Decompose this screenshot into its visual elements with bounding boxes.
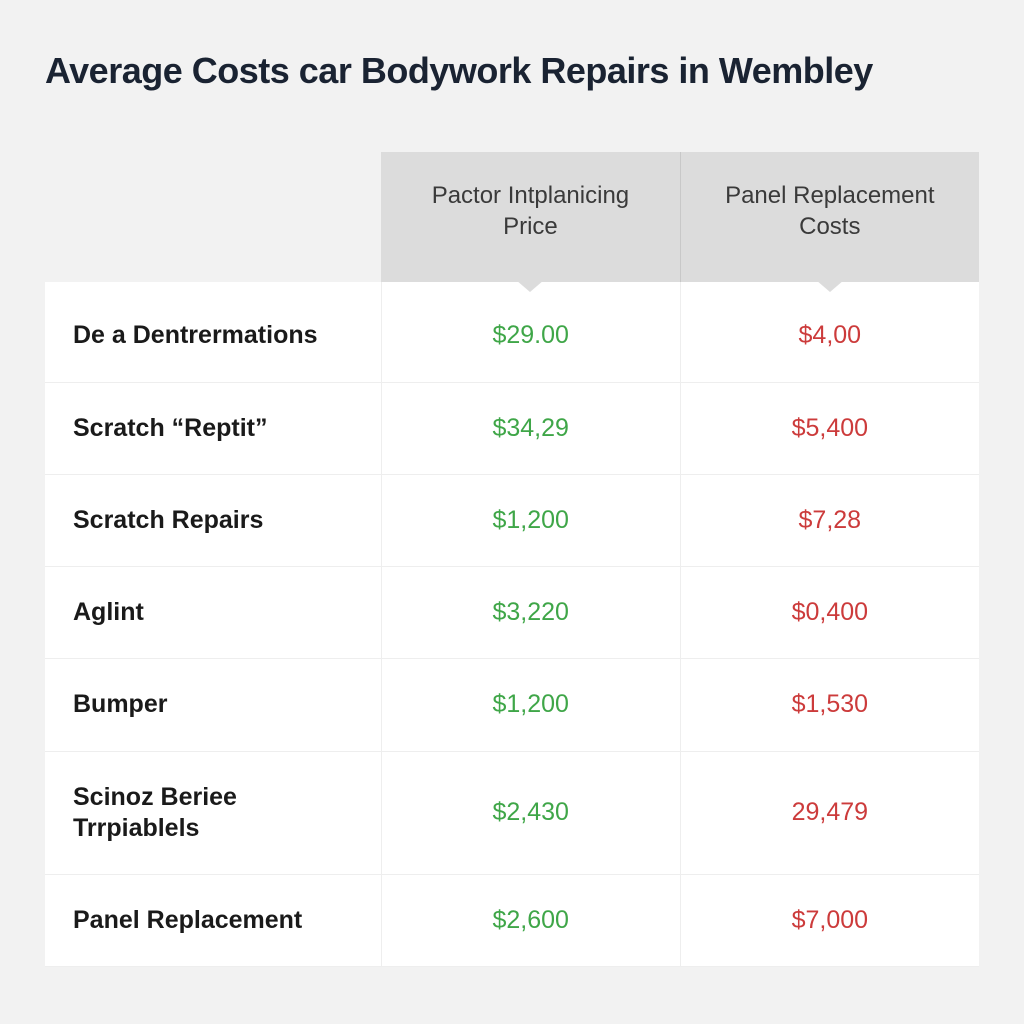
- price-cell-red: $7,000: [680, 875, 979, 967]
- col-header-replacement-label: Panel Replacement Costs: [725, 182, 934, 240]
- table-row: Aglint $3,220 $0,400: [45, 567, 979, 659]
- table-header-row: Pactor Intplanicing Price Panel Replacem…: [45, 152, 979, 282]
- row-label: De a Dentrermations: [45, 282, 381, 382]
- row-label: Aglint: [45, 567, 381, 659]
- costs-table: Pactor Intplanicing Price Panel Replacem…: [45, 152, 979, 967]
- table-row: Scinoz Beriee Trrpiablels $2,430 29,479: [45, 751, 979, 875]
- price-cell-green: $29.00: [381, 282, 680, 382]
- price-cell-green: $2,430: [381, 751, 680, 875]
- price-cell-green: $3,220: [381, 567, 680, 659]
- price-cell-red: $0,400: [680, 567, 979, 659]
- price-cell-green: $2,600: [381, 875, 680, 967]
- col-header-price-label: Pactor Intplanicing Price: [432, 182, 629, 240]
- col-header-price: Pactor Intplanicing Price: [381, 152, 680, 282]
- col-header-blank: [45, 152, 381, 282]
- row-label: Bumper: [45, 659, 381, 751]
- price-cell-red: $4,00: [680, 282, 979, 382]
- row-label: Scratch “Reptit”: [45, 382, 381, 474]
- price-cell-red: $5,400: [680, 382, 979, 474]
- row-label: Scinoz Beriee Trrpiablels: [45, 751, 381, 875]
- row-label: Scratch Repairs: [45, 474, 381, 566]
- table-row: Scratch “Reptit” $34,29 $5,400: [45, 382, 979, 474]
- table-row: Scratch Repairs $1,200 $7,28: [45, 474, 979, 566]
- price-cell-green: $1,200: [381, 474, 680, 566]
- price-cell-red: $7,28: [680, 474, 979, 566]
- page-title: Average Costs car Bodywork Repairs in We…: [45, 50, 979, 92]
- row-label: Panel Replacement: [45, 875, 381, 967]
- col-header-replacement: Panel Replacement Costs: [680, 152, 979, 282]
- price-cell-red: $1,530: [680, 659, 979, 751]
- table-row: Panel Replacement $2,600 $7,000: [45, 875, 979, 967]
- price-cell-green: $34,29: [381, 382, 680, 474]
- table-row: Bumper $1,200 $1,530: [45, 659, 979, 751]
- price-cell-green: $1,200: [381, 659, 680, 751]
- header-notch-icon: [516, 280, 544, 292]
- price-cell-red: 29,479: [680, 751, 979, 875]
- table-row: De a Dentrermations $29.00 $4,00: [45, 282, 979, 382]
- header-notch-icon: [816, 280, 844, 292]
